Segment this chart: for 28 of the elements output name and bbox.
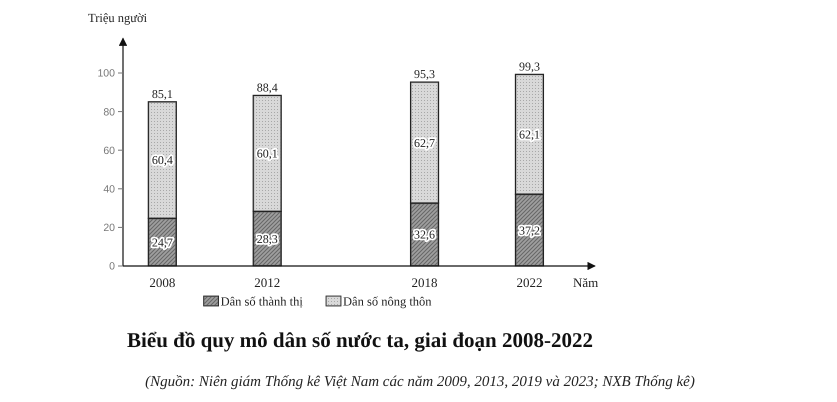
data-label: 62,7	[414, 136, 436, 150]
data-label: 62,1	[518, 127, 540, 142]
x-axis-title: Năm	[573, 275, 598, 290]
data-label: 60,1	[256, 146, 278, 161]
y-tick-label: 100	[97, 68, 116, 80]
total-label: 88,4	[256, 80, 278, 94]
data-label: 24,7	[152, 235, 173, 250]
y-tick-label: 60	[103, 144, 116, 157]
x-tick-label: 2018	[412, 275, 438, 290]
y-tick-label: 20	[103, 222, 116, 234]
x-tick-label: 2022	[516, 275, 542, 290]
total-label: 99,3	[518, 59, 540, 74]
data-label: 60,4	[152, 153, 173, 168]
y-tick-label: 0	[109, 260, 116, 273]
y-tick-label: 40	[103, 183, 116, 196]
x-tick-label: 2008	[149, 275, 176, 290]
text: (Nguồn: Niên giám Thống kê Việt Nam các năm 2009, 2013, 2019 và 2023; NXB Thống kê)	[145, 374, 695, 390]
total-label: 95,3	[414, 67, 436, 82]
data-label: 28,3	[256, 232, 278, 246]
x-tick-label: 2012	[254, 275, 280, 290]
data-label: 32,6	[414, 228, 436, 242]
legend-label: Dân số thành thị	[220, 294, 304, 308]
y-tick-label: 80	[103, 106, 116, 118]
y-axis-title: Triệu người	[88, 11, 148, 25]
legend-label: Dân số nông thôn	[343, 294, 432, 308]
total-label: 85,1	[152, 86, 173, 101]
text: Biểu đồ quy mô dân số nước ta, giai đoạn 2008-2022	[127, 328, 593, 352]
data-label: 37,2	[518, 223, 540, 238]
